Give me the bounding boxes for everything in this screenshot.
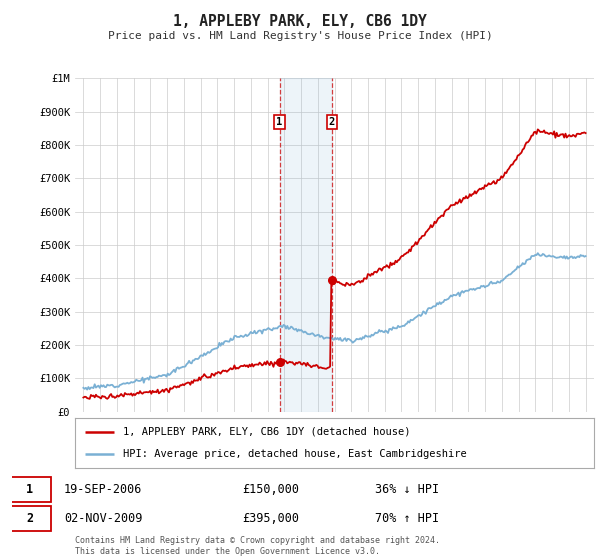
Text: 1: 1 [277, 116, 283, 127]
FancyBboxPatch shape [9, 477, 50, 502]
Text: HPI: Average price, detached house, East Cambridgeshire: HPI: Average price, detached house, East… [123, 449, 466, 459]
Text: 36% ↓ HPI: 36% ↓ HPI [375, 483, 439, 496]
Bar [280, 78, 332, 412]
Text: £395,000: £395,000 [242, 512, 299, 525]
Text: £150,000: £150,000 [242, 483, 299, 496]
Text: Contains HM Land Registry data © Crown copyright and database right 2024.
This d: Contains HM Land Registry data © Crown c… [75, 536, 440, 556]
Text: 2: 2 [26, 512, 34, 525]
Text: 1: 1 [26, 483, 34, 496]
Text: 70% ↑ HPI: 70% ↑ HPI [375, 512, 439, 525]
Text: 02-NOV-2009: 02-NOV-2009 [64, 512, 142, 525]
Text: 2: 2 [329, 116, 335, 127]
Text: 1, APPLEBY PARK, ELY, CB6 1DY: 1, APPLEBY PARK, ELY, CB6 1DY [173, 14, 427, 29]
Text: 19-SEP-2006: 19-SEP-2006 [64, 483, 142, 496]
Text: 1, APPLEBY PARK, ELY, CB6 1DY (detached house): 1, APPLEBY PARK, ELY, CB6 1DY (detached … [123, 427, 410, 437]
FancyBboxPatch shape [9, 506, 50, 531]
Text: Price paid vs. HM Land Registry's House Price Index (HPI): Price paid vs. HM Land Registry's House … [107, 31, 493, 41]
